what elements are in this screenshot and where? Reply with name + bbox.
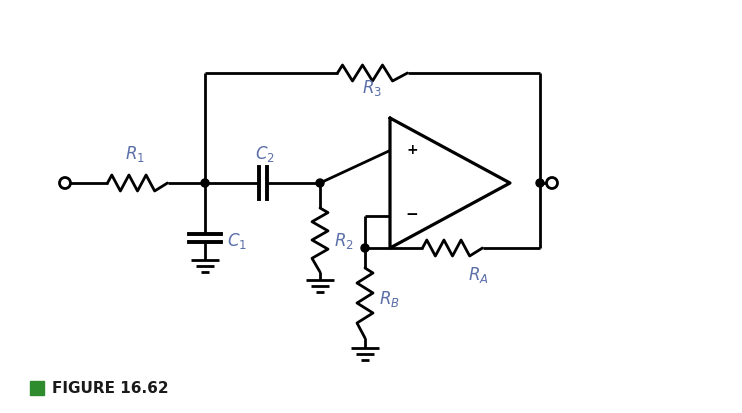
Text: $R_A$: $R_A$ <box>467 264 488 284</box>
Text: $C_1$: $C_1$ <box>227 230 247 250</box>
Text: FIGURE 16.62: FIGURE 16.62 <box>52 380 168 396</box>
Circle shape <box>536 180 544 188</box>
Text: $R_3$: $R_3$ <box>363 78 383 98</box>
Text: $R_B$: $R_B$ <box>379 288 400 308</box>
Text: $R_2$: $R_2$ <box>334 230 354 250</box>
Text: $C_2$: $C_2$ <box>255 144 275 164</box>
Circle shape <box>361 244 369 252</box>
Text: −: − <box>406 206 418 221</box>
Circle shape <box>201 180 209 188</box>
Text: $R_1$: $R_1$ <box>125 144 145 164</box>
Text: +: + <box>406 142 418 156</box>
Circle shape <box>316 180 324 188</box>
FancyBboxPatch shape <box>30 381 44 395</box>
